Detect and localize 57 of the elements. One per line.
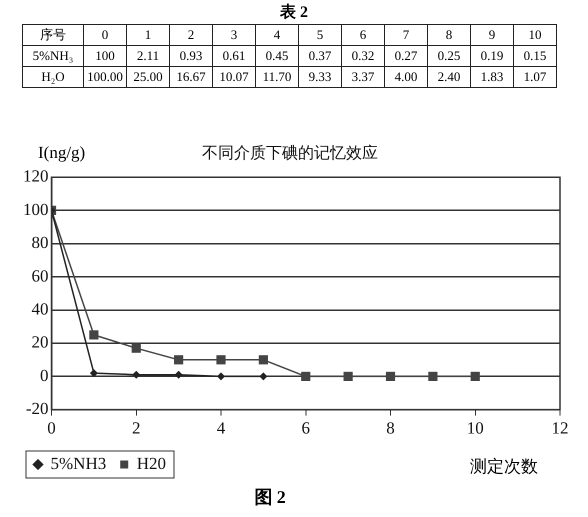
legend-label: 5%NH3 [50, 454, 106, 473]
x-tick-label: 4 [216, 418, 226, 438]
data-label: 16.67 [170, 66, 212, 88]
data-label: 11.70 [256, 66, 298, 88]
x-tick-label: 12 [552, 418, 568, 438]
data-label: 0.19 [470, 46, 514, 66]
data-label: 0.15 [514, 46, 556, 66]
data-label: 2.11 [126, 46, 170, 66]
legend-label: H20 [136, 454, 166, 473]
data-label: 4.00 [384, 66, 428, 88]
x-tick-label: 2 [170, 24, 212, 46]
data-label: 0.61 [212, 46, 256, 66]
x-tick-label: 6 [342, 24, 384, 46]
y-tick-label: 100 [23, 200, 48, 219]
y-tick-label: 5%NH₃ [22, 46, 84, 66]
chart-title: 不同介质下碘的记忆效应 [202, 142, 378, 162]
data-label: 0.45 [256, 46, 298, 66]
x-tick-label: 0 [84, 24, 126, 46]
x-tick-label: 7 [384, 24, 428, 46]
x-tick-label: 6 [302, 418, 310, 438]
x-axis-title: 测定次数 [470, 456, 538, 478]
x-tick-label: 3 [212, 24, 256, 46]
data-label: 2.40 [428, 66, 470, 88]
data-label: 100 [84, 46, 126, 66]
data-label: 0.37 [298, 46, 342, 66]
x-tick-label: 10 [466, 418, 484, 438]
x-tick-label: 8 [386, 418, 395, 438]
data-label: 100.00 [84, 66, 126, 88]
data-label: 0.27 [384, 46, 428, 66]
x-tick-label: 5 [298, 24, 342, 46]
x-tick-label: 4 [256, 24, 298, 46]
y-tick-label: 120 [23, 166, 48, 186]
x-tick-label: 1 [126, 24, 170, 46]
y-axis-title: 序号 [22, 24, 84, 46]
x-tick-label: 10 [514, 24, 556, 46]
y-axis-title: I(ng/g) [38, 143, 86, 163]
y-tick-label: 0 [40, 366, 48, 385]
data-label: 0.93 [170, 46, 212, 66]
data-label: 10.07 [212, 66, 256, 88]
x-tick-label: 8 [428, 24, 470, 46]
y-tick-label: 20 [32, 332, 48, 352]
data-label: 25.00 [126, 66, 170, 88]
x-tick-label: 9 [470, 24, 514, 46]
y-tick-label: -20 [26, 399, 48, 418]
caption: 图 2 [253, 486, 287, 509]
y-tick-label: 60 [32, 266, 48, 286]
data-label: 9.33 [298, 66, 342, 88]
y-tick-label: H₂O [22, 66, 84, 88]
x-tick-label: 2 [132, 418, 140, 438]
chart-title: 表 2 [279, 2, 309, 23]
data-label: 1.07 [514, 66, 556, 88]
data-label: 0.25 [428, 46, 470, 66]
data-label: 3.37 [342, 66, 384, 88]
data-label: 1.83 [470, 66, 514, 88]
y-tick-label: 80 [32, 233, 48, 252]
data-label: 0.32 [342, 46, 384, 66]
y-tick-label: 40 [32, 299, 48, 318]
